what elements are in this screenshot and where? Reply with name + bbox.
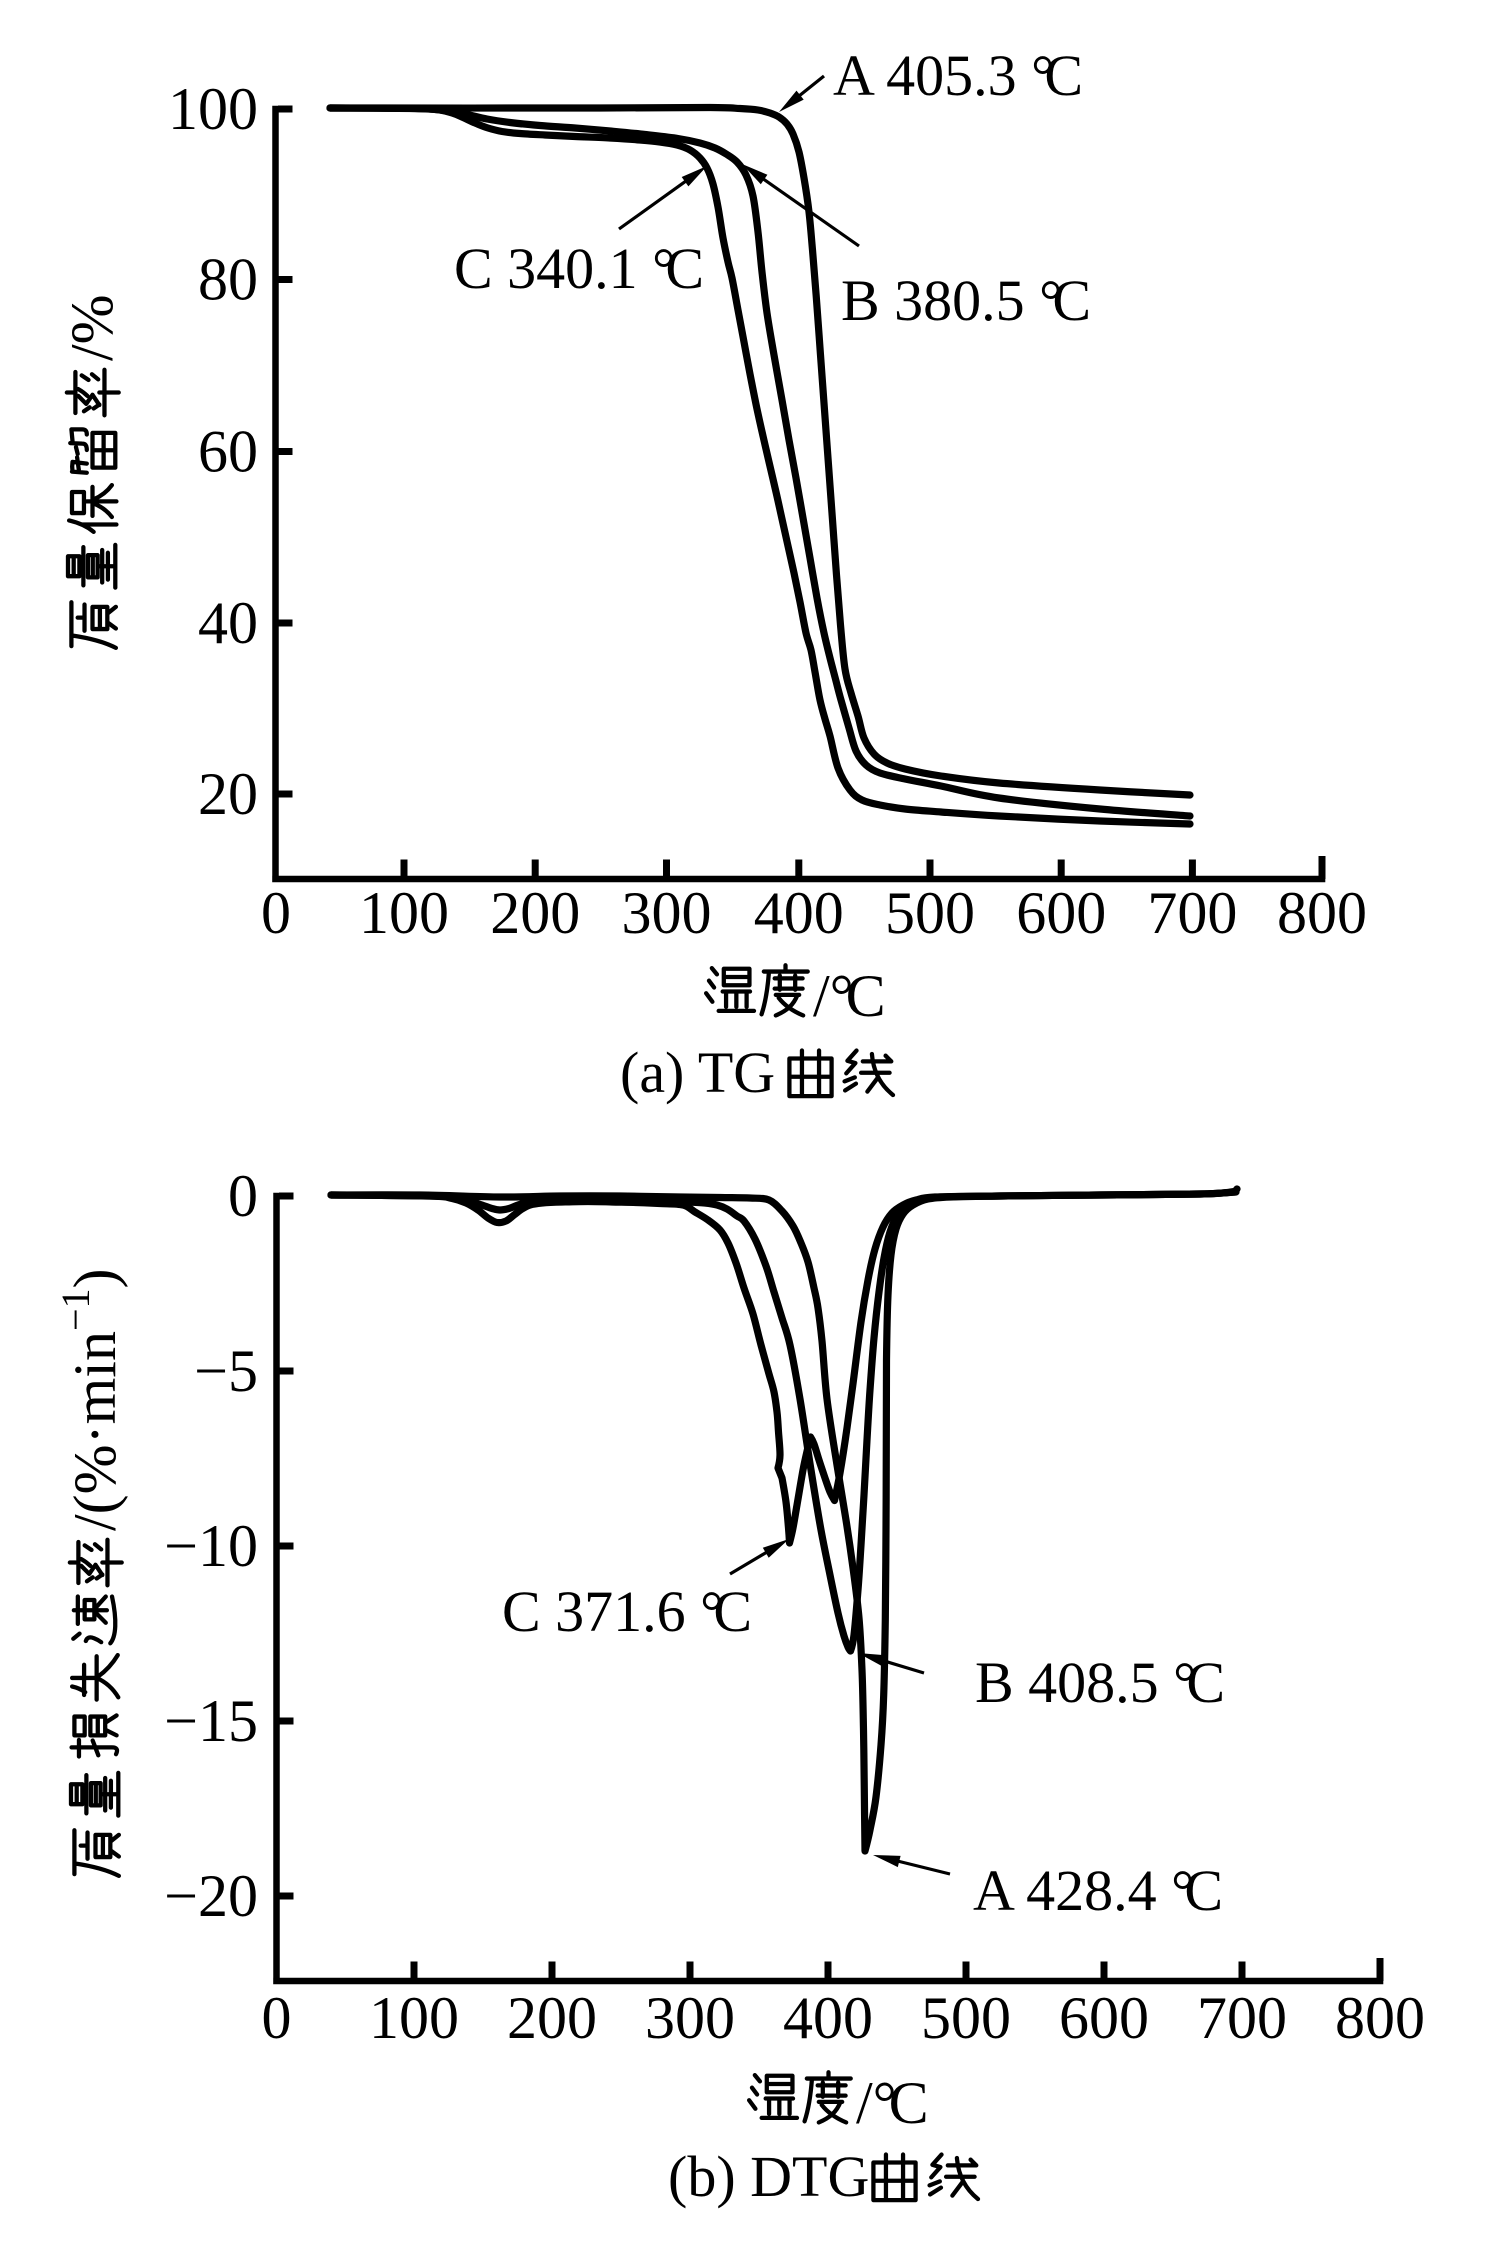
svg-text:C 371.6 °C: C 371.6 °C	[502, 1579, 752, 1644]
svg-text:100: 100	[168, 76, 258, 142]
svg-text:500: 500	[921, 1985, 1011, 2051]
svg-text:100: 100	[369, 1985, 459, 2051]
svg-text:700: 700	[1197, 1985, 1287, 2051]
svg-text:/%: /%	[59, 294, 125, 361]
svg-text:B 408.5 °C: B 408.5 °C	[975, 1650, 1225, 1715]
svg-text:100: 100	[359, 880, 449, 946]
svg-text:−20: −20	[164, 1863, 258, 1929]
svg-text:20: 20	[198, 761, 258, 827]
svg-text:400: 400	[783, 1985, 873, 2051]
svg-text:300: 300	[645, 1985, 735, 2051]
svg-text:400: 400	[754, 880, 844, 946]
svg-text:−15: −15	[164, 1688, 258, 1754]
svg-text:700: 700	[1147, 880, 1237, 946]
svg-text:60: 60	[198, 419, 258, 485]
svg-text:−10: −10	[164, 1513, 258, 1579]
svg-text:/°C: /°C	[813, 963, 886, 1029]
svg-text:600: 600	[1059, 1985, 1149, 2051]
svg-text:(b) DTG: (b) DTG	[668, 2144, 869, 2209]
svg-text:600: 600	[1016, 880, 1106, 946]
svg-text:0: 0	[262, 1985, 292, 2051]
svg-text:0: 0	[228, 1163, 258, 1229]
svg-text:−5: −5	[194, 1338, 258, 1404]
svg-text:200: 200	[490, 880, 580, 946]
svg-text:(a) TG: (a) TG	[620, 1040, 775, 1105]
svg-text:B 380.5 °C: B 380.5 °C	[841, 268, 1091, 333]
svg-text:200: 200	[507, 1985, 597, 2051]
svg-text:A 405.3 °C: A 405.3 °C	[833, 43, 1083, 108]
svg-text:80: 80	[198, 247, 258, 313]
svg-text:800: 800	[1335, 1985, 1425, 2051]
svg-text:800: 800	[1277, 880, 1367, 946]
svg-text:/°C: /°C	[856, 2070, 929, 2136]
svg-text:0: 0	[261, 880, 291, 946]
svg-text:C 340.1 °C: C 340.1 °C	[454, 236, 704, 301]
svg-text:A 428.4 °C: A 428.4 °C	[973, 1858, 1223, 1923]
svg-text:300: 300	[622, 880, 712, 946]
svg-text:40: 40	[198, 590, 258, 656]
svg-text:500: 500	[885, 880, 975, 946]
